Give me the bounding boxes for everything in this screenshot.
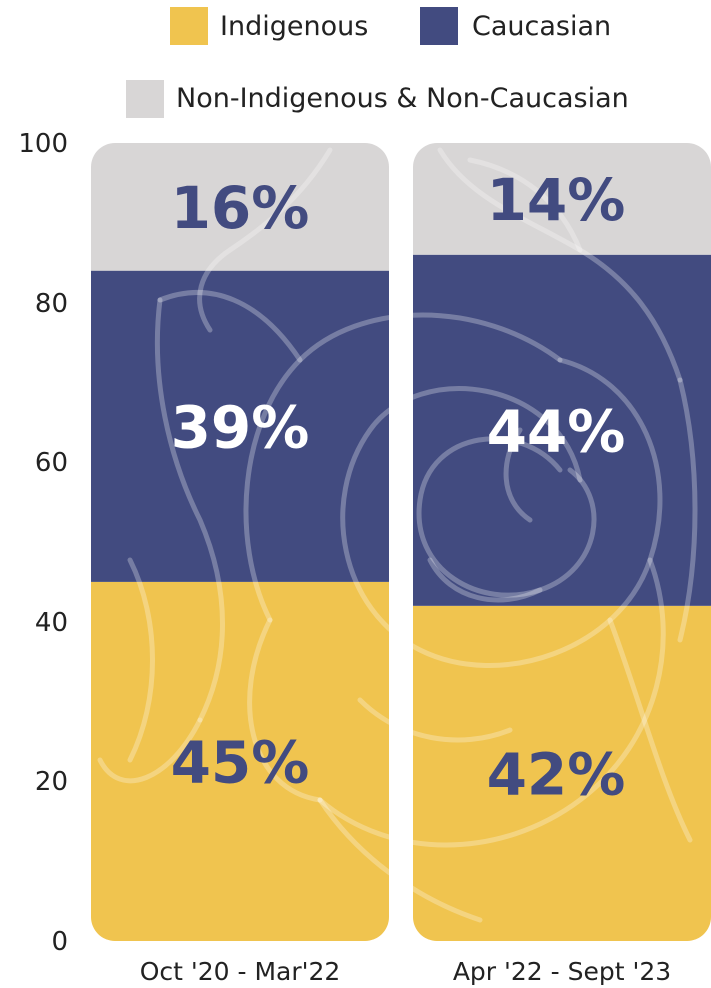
y-axis: 0 20 40 60 80 100 xyxy=(18,129,68,957)
y-tick-label: 40 xyxy=(35,608,68,638)
legend-item-indigenous: Indigenous xyxy=(170,7,368,45)
x-category-label: Apr '22 - Sept '23 xyxy=(453,957,671,986)
bar-segment-non-indigenous-non-caucasian xyxy=(91,143,389,271)
legend-item-non-indigenous-non-caucasian: Non-Indigenous & Non-Caucasian xyxy=(126,80,629,118)
bar-segment-caucasian xyxy=(413,254,711,606)
segment-labels: 45% 39% 16% 42% 44% 14% xyxy=(171,166,626,809)
x-category-label: Oct '20 - Mar'22 xyxy=(140,957,341,986)
bar-group-apr-22-sept-23 xyxy=(413,143,711,941)
segment-value-label: 16% xyxy=(171,174,310,242)
legend-item-caucasian: Caucasian xyxy=(420,7,611,45)
bar-segment-indigenous xyxy=(91,581,389,941)
legend-swatch-indigenous xyxy=(170,7,208,45)
y-tick-label: 60 xyxy=(35,448,68,478)
legend-swatch-non-indigenous-non-caucasian xyxy=(126,80,164,118)
y-tick-label: 20 xyxy=(35,767,68,797)
y-tick-label: 0 xyxy=(51,927,68,957)
rose-watermark-icon xyxy=(97,147,698,923)
bar-segment-caucasian xyxy=(91,270,389,582)
segment-value-label: 42% xyxy=(487,740,626,808)
legend-swatch-caucasian xyxy=(420,7,458,45)
bar-group-oct-20-mar-22 xyxy=(91,143,389,941)
legend: Indigenous Caucasian Non-Indigenous & No… xyxy=(126,7,629,118)
segment-value-label: 14% xyxy=(487,166,626,234)
segment-value-label: 45% xyxy=(171,728,310,796)
x-axis: Oct '20 - Mar'22 Apr '22 - Sept '23 xyxy=(140,957,671,986)
bar-segment-non-indigenous-non-caucasian xyxy=(413,143,711,255)
legend-label-indigenous: Indigenous xyxy=(220,11,368,42)
segment-value-label: 44% xyxy=(487,397,626,465)
legend-label-non-indigenous-non-caucasian: Non-Indigenous & Non-Caucasian xyxy=(176,83,629,114)
y-tick-label: 80 xyxy=(35,289,68,319)
legend-label-caucasian: Caucasian xyxy=(472,11,611,42)
bar-segment-indigenous xyxy=(413,605,711,941)
segment-value-label: 39% xyxy=(171,393,310,461)
y-tick-label: 100 xyxy=(18,129,68,159)
